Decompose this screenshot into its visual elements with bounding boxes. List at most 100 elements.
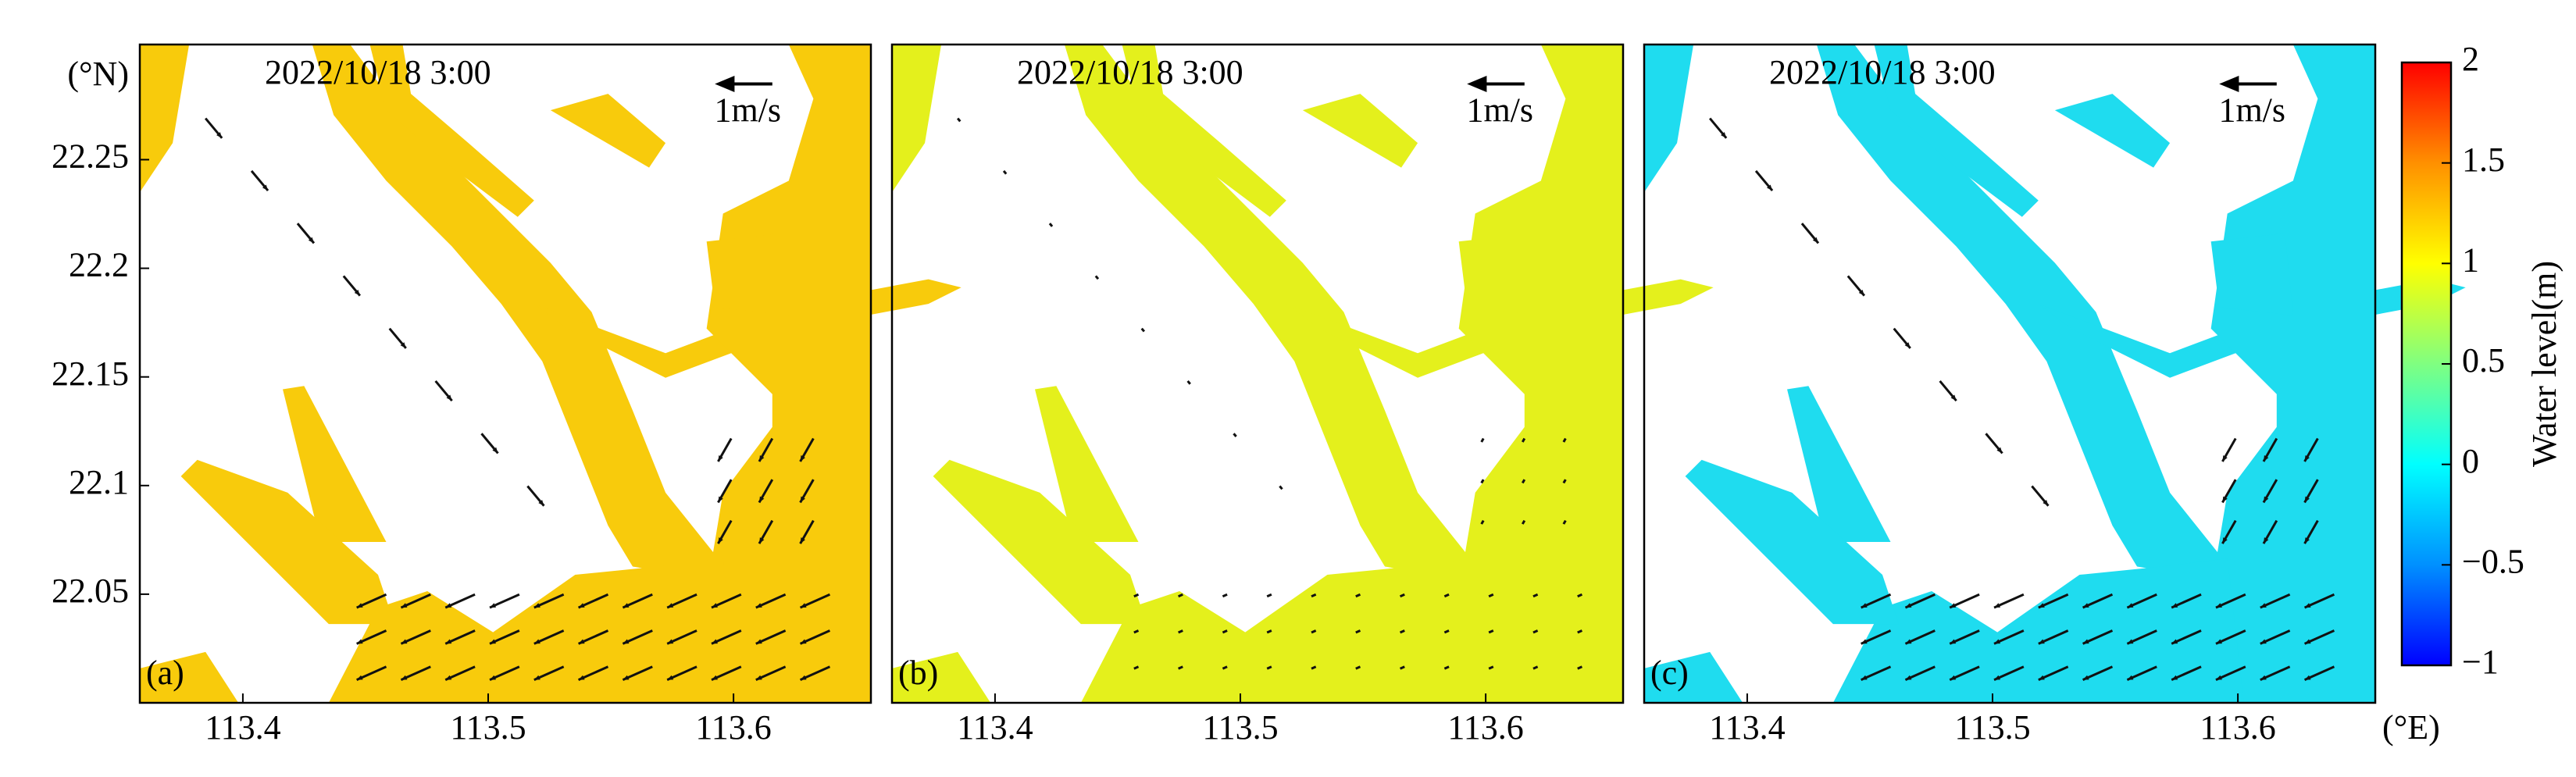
arrow-head [2082,639,2089,644]
water-area [1302,94,1418,168]
water-area [1122,45,1286,217]
water-area [2054,94,2171,168]
arrow-head [1400,594,1403,597]
x-tick-label: 113.6 [695,708,771,747]
x-tick-label: 113.6 [2200,708,2275,747]
arrow-head [2304,639,2311,644]
arrow-head [1563,439,1566,442]
arrow-head [1222,666,1226,669]
water-area [1644,651,1743,703]
arrow-head [490,675,497,680]
arrow-head [1522,521,1525,525]
arrow-head [755,675,762,680]
panel-label: (b) [898,654,938,692]
arrow-head [401,603,408,608]
panel-label: (c) [1650,654,1689,692]
arrow-head [1400,666,1403,669]
arrow-head [1905,639,1912,644]
arrow-head [2127,675,2134,680]
arrow-head [800,455,805,462]
arrow-head [2260,639,2267,644]
arrow-head [2263,455,2269,462]
arrow-head [755,639,762,644]
arrow-head [1766,184,1773,191]
map-panel [140,45,962,703]
arrow-head [2038,603,2045,608]
arrow-head [533,603,541,608]
arrow-head [711,639,718,644]
water-area [282,386,387,542]
arrow-head [1178,666,1181,669]
arrow-head [356,639,363,644]
arrow-head [1481,480,1484,483]
x-tick-label: 113.6 [1447,708,1523,747]
arrow-head [1861,603,1868,608]
arrow-head [1142,329,1144,332]
water-area [140,45,190,193]
arrow-head [1950,639,1957,644]
arrow-head [1489,594,1492,597]
arrow-head [2263,537,2269,544]
y-axis-label: (°N) [67,55,129,93]
arrow-head [1267,666,1270,669]
arrow-head [667,603,674,608]
arrow-head [2171,675,2178,680]
arrow-head [1522,439,1525,442]
arrow-head [1577,666,1580,669]
arrow-head [1996,447,2003,454]
scale-arrow-head [715,75,735,92]
arrow-head [1950,603,1957,608]
water-area [1832,558,2244,703]
arrow-head [490,603,497,608]
arrow-head [1178,630,1181,633]
y-tick-label: 22.2 [69,246,129,284]
arrow-head [958,119,961,122]
arrow-head [1178,594,1181,597]
arrow-head [2127,639,2134,644]
arrow-head [1721,132,1727,138]
arrow-head [2215,603,2222,608]
arrow-head [1267,630,1270,633]
arrow-head [492,447,498,454]
x-tick-label: 113.5 [1202,708,1278,747]
arrow-head [1994,675,2001,680]
arrow-head [1905,603,1912,608]
arrow-head [578,639,585,644]
arrow-head [2263,496,2269,503]
arrow-head [1355,594,1358,597]
water-area [706,233,789,315]
arrow-head [2215,675,2222,680]
arrow-head [533,639,541,644]
water-area [180,459,395,625]
arrow-head [667,639,674,644]
arrow-head [2171,639,2178,644]
arrow-head [2222,496,2228,503]
arrow-head [446,394,452,401]
scale-label: 1m/s [1466,91,1533,129]
arrow-head [1577,594,1580,597]
arrow-head [262,184,269,191]
water-area [1458,45,1623,703]
water-area [2210,233,2293,315]
arrow-head [623,603,630,608]
arrow-head [490,639,497,644]
arrow-head [538,500,544,506]
arrow-head [800,603,807,608]
colorbar-tick-label: 2 [2462,40,2479,78]
arrow-head [1444,666,1447,669]
arrow-head [1279,487,1283,490]
x-tick-label: 113.4 [205,708,280,747]
arrow-head [1355,666,1358,669]
arrow-head [2171,603,2178,608]
arrow-head [1481,439,1484,442]
water-area [140,651,239,703]
arrow-head [578,603,585,608]
arrow-head [1858,289,1864,296]
arrow-head [1861,639,1868,644]
map-panel [1644,45,2466,703]
arrow-head [2304,675,2311,680]
arrow-head [1096,276,1098,280]
y-tick-label: 22.05 [52,572,129,610]
water-area [892,651,991,703]
arrow-head [1444,630,1447,633]
